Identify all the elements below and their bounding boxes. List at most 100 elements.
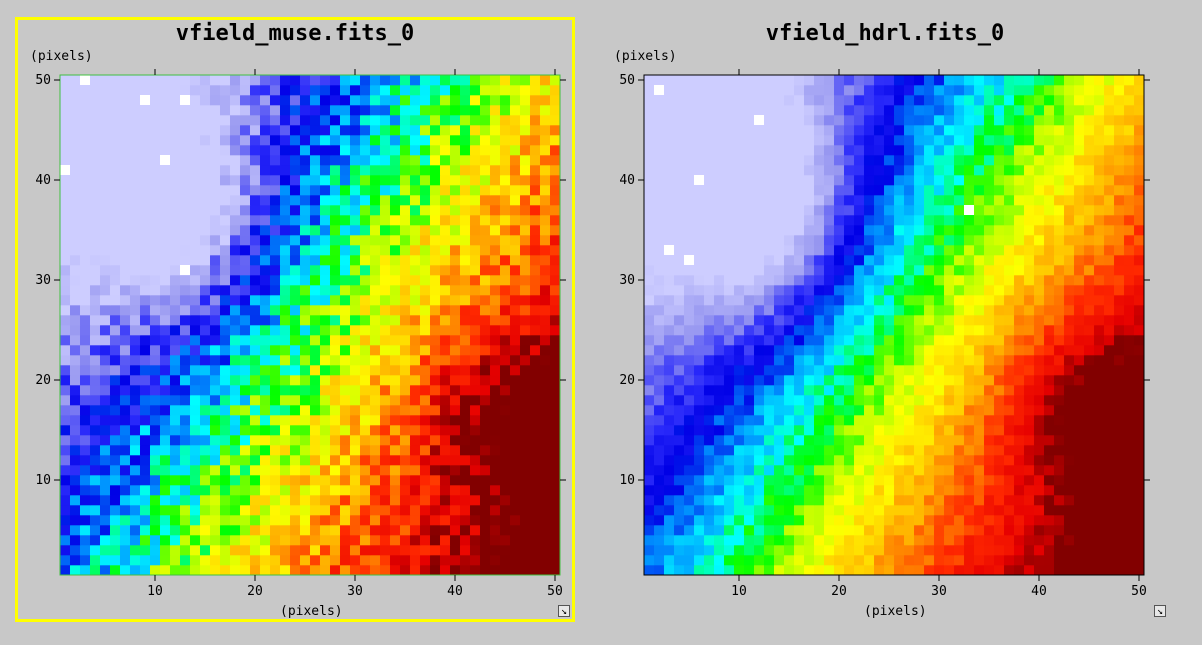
heatmap-cell — [1094, 125, 1105, 136]
heatmap-cell — [520, 285, 531, 296]
heatmap-cell — [410, 235, 421, 246]
heatmap-cell — [330, 475, 341, 486]
heatmap-cell — [704, 125, 715, 136]
heatmap-cell — [1124, 465, 1135, 476]
heatmap-cell — [654, 315, 665, 326]
heatmap-cell — [684, 375, 695, 386]
heatmap-cell — [390, 195, 401, 206]
heatmap-cell — [894, 125, 905, 136]
heatmap-cell — [420, 235, 431, 246]
heatmap-cell — [450, 205, 461, 216]
heatmap-cell — [480, 465, 491, 476]
heatmap-cell — [340, 185, 351, 196]
heatmap-cell — [724, 355, 735, 366]
heatmap-cell — [1044, 275, 1055, 286]
heatmap-cell — [774, 115, 785, 126]
heatmap-cell — [884, 325, 895, 336]
heatmap-cell — [460, 485, 471, 496]
heatmap-cell — [824, 435, 835, 446]
y-tick-label: 50 — [35, 73, 51, 88]
image-panel-hdrl[interactable]: vfield_hdrl.fits_0 (pixels) 10 20 30 40 50 10… — [600, 18, 1170, 621]
heatmap-cell — [420, 275, 431, 286]
heatmap-cell — [1084, 165, 1095, 176]
heatmap-cell — [220, 455, 231, 466]
heatmap-cell — [110, 135, 121, 146]
heatmap-cell — [500, 375, 511, 386]
heatmap-cell — [130, 175, 141, 186]
heatmap-cell — [450, 305, 461, 316]
heatmap-cell — [100, 505, 111, 516]
heatmap-cell — [834, 425, 845, 436]
heatmap-cell — [380, 145, 391, 156]
heatmap-cell — [180, 435, 191, 446]
resize-arrow-icon[interactable]: ↘ — [558, 605, 570, 617]
heatmap-cell — [240, 105, 251, 116]
heatmap-cell — [644, 265, 655, 276]
heatmap-cell — [1064, 415, 1075, 426]
heatmap-cell — [420, 465, 431, 476]
heatmap-cell — [904, 455, 915, 466]
heatmap-cell — [824, 275, 835, 286]
heatmap-cell — [824, 165, 835, 176]
heatmap-cell — [200, 375, 211, 386]
heatmap-cell — [784, 465, 795, 476]
heatmap-cell — [470, 565, 481, 576]
heatmap-cell — [734, 545, 745, 556]
heatmap-cell — [1104, 175, 1115, 186]
heatmap-cell — [100, 295, 111, 306]
heatmap-cell — [510, 415, 521, 426]
heatmap-cell — [430, 515, 441, 526]
heatmap-cell — [994, 515, 1005, 526]
heatmap-cell — [664, 185, 675, 196]
heatmap-cell — [1104, 345, 1115, 356]
heatmap-cell — [934, 285, 945, 296]
heatmap-cell — [1124, 275, 1135, 286]
heatmap-cell — [340, 415, 351, 426]
heatmap-cell — [724, 105, 735, 116]
heatmap-cell — [350, 235, 361, 246]
heatmap-cell — [510, 425, 521, 436]
heatmap-cell — [954, 275, 965, 286]
heatmap-cell — [130, 435, 141, 446]
heatmap-cell — [1074, 465, 1085, 476]
heatmap-cell — [470, 255, 481, 266]
heatmap-cell — [380, 245, 391, 256]
heatmap-cell — [230, 195, 241, 206]
heatmap-cell — [380, 505, 391, 516]
heatmap-cell — [694, 555, 705, 566]
heatmap-cell — [1064, 505, 1075, 516]
heatmap-cell — [80, 275, 91, 286]
heatmap-cell — [310, 225, 321, 236]
heatmap-cell — [210, 365, 221, 376]
heatmap-cell — [914, 245, 925, 256]
heatmap-cell — [904, 295, 915, 306]
heatmap-cell — [510, 145, 521, 156]
heatmap-cell — [140, 515, 151, 526]
heatmap-cell — [1034, 535, 1045, 546]
heatmap-cell — [440, 385, 451, 396]
heatmap-cell — [220, 145, 231, 156]
heatmap-cell — [70, 495, 81, 506]
heatmap-cell — [140, 415, 151, 426]
heatmap-cell — [60, 185, 71, 196]
heatmap-cell — [310, 565, 321, 576]
heatmap-cell — [924, 245, 935, 256]
heatmap-cell — [170, 295, 181, 306]
heatmap-cell — [330, 355, 341, 366]
heatmap-cell — [684, 155, 695, 166]
heatmap-cell — [100, 95, 111, 106]
y-axis-label: (pixels) — [614, 49, 677, 64]
heatmap-cell — [874, 175, 885, 186]
heatmap-cell — [440, 555, 451, 566]
heatmap-cell — [724, 385, 735, 396]
heatmap-cell — [974, 265, 985, 276]
heatmap-cell — [440, 455, 451, 466]
heatmap-cell — [440, 355, 451, 366]
heatmap-cell — [874, 225, 885, 236]
image-panel-muse[interactable]: vfield_muse.fits_0 (pixels) 10 20 30 40 50 10… — [15, 17, 575, 622]
heatmap-cell — [230, 465, 241, 476]
heatmap-cell — [1114, 525, 1125, 536]
heatmap-cell — [824, 135, 835, 146]
